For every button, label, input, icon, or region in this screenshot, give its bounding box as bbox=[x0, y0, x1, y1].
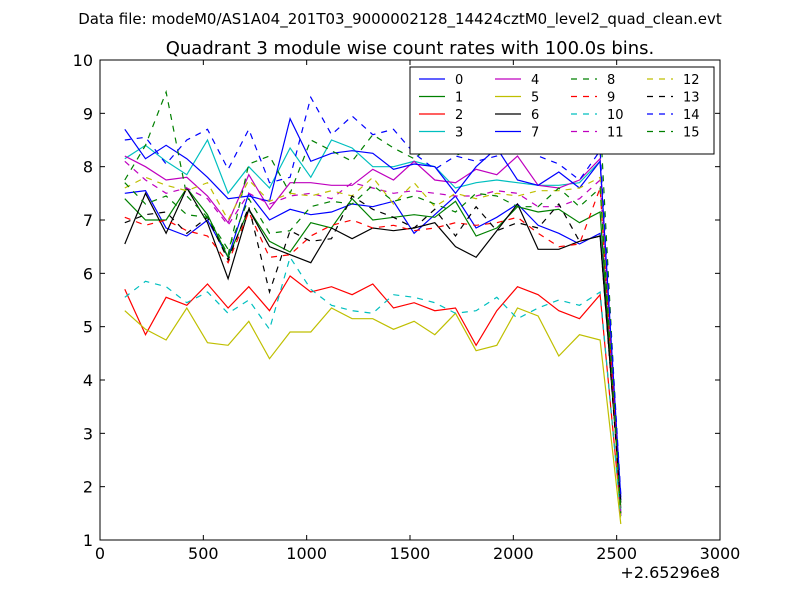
y-tick-label: 9 bbox=[83, 104, 93, 123]
x-tick-label: 2000 bbox=[493, 544, 534, 563]
series-line-11 bbox=[124, 160, 622, 519]
legend-label-11: 11 bbox=[607, 126, 624, 141]
series-line-10 bbox=[124, 255, 622, 517]
x-tick-label: 3000 bbox=[700, 544, 741, 563]
series-line-1 bbox=[124, 186, 622, 509]
x-axis-offset-label: +2.65296e8 bbox=[620, 563, 720, 582]
series-lines bbox=[124, 89, 622, 525]
series-line-9 bbox=[124, 187, 622, 514]
series-line-14 bbox=[124, 95, 622, 495]
series-line-5 bbox=[124, 306, 622, 525]
legend-label-4: 4 bbox=[531, 73, 539, 88]
legend-label-13: 13 bbox=[683, 91, 700, 106]
legend-label-6: 6 bbox=[531, 108, 539, 123]
series-line-2 bbox=[124, 275, 622, 514]
legend-label-8: 8 bbox=[607, 73, 615, 88]
legend-label-15: 15 bbox=[683, 126, 700, 141]
legend-label-14: 14 bbox=[683, 108, 700, 123]
legend-label-7: 7 bbox=[531, 126, 539, 141]
y-tick-label: 6 bbox=[83, 264, 93, 283]
y-tick-label: 10 bbox=[73, 51, 93, 70]
legend-label-1: 1 bbox=[455, 91, 463, 106]
y-tick-label: 5 bbox=[83, 318, 93, 337]
y-tick-label: 4 bbox=[83, 371, 93, 390]
legend-label-2: 2 bbox=[455, 108, 463, 123]
y-tick-label: 3 bbox=[83, 424, 93, 443]
legend-box bbox=[409, 66, 715, 155]
legend-label-0: 0 bbox=[455, 73, 463, 88]
x-tick-label: 1000 bbox=[286, 544, 327, 563]
legend-label-3: 3 bbox=[455, 126, 463, 141]
x-tick-label: 0 bbox=[95, 544, 105, 563]
series-line-0 bbox=[124, 190, 622, 501]
series-line-7 bbox=[124, 116, 622, 498]
y-tick-label: 7 bbox=[83, 211, 93, 230]
x-tick-label: 500 bbox=[188, 544, 219, 563]
legend-label-5: 5 bbox=[531, 91, 539, 106]
legend-label-9: 9 bbox=[607, 91, 615, 106]
y-tick-label: 8 bbox=[83, 158, 93, 177]
series-line-15 bbox=[124, 182, 622, 514]
series-line-12 bbox=[124, 176, 622, 522]
y-tick-label: 1 bbox=[83, 531, 93, 550]
legend-label-12: 12 bbox=[683, 73, 700, 88]
y-tick-label: 2 bbox=[83, 478, 93, 497]
figure-suptitle: Data file: modeM0/AS1A04_201T03_90000021… bbox=[78, 10, 722, 29]
chart-title: Quadrant 3 module wise count rates with … bbox=[166, 38, 655, 59]
x-tick-label: 2500 bbox=[596, 544, 637, 563]
x-tick-label: 1500 bbox=[390, 544, 431, 563]
legend-label-10: 10 bbox=[607, 108, 624, 123]
